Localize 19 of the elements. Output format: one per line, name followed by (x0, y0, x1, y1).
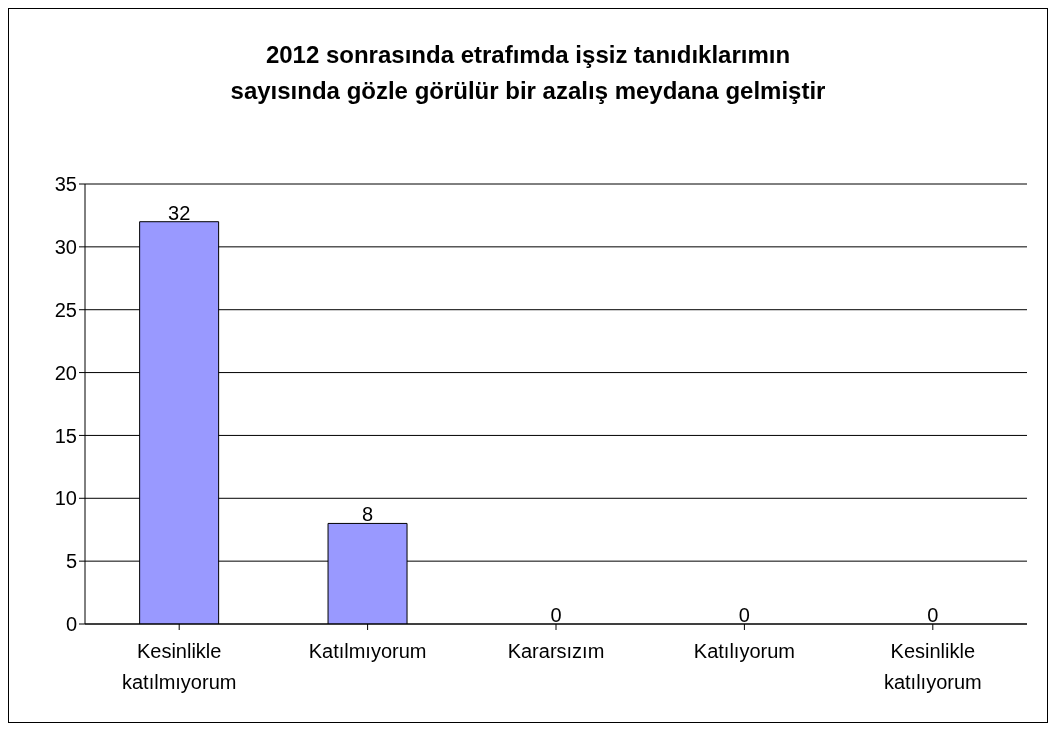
data-label: 0 (550, 604, 562, 626)
x-tick-label: Kesinlikle katılıyorum (883, 640, 982, 693)
data-label: 0 (927, 604, 939, 626)
x-tick-label: Katılıyorum (693, 640, 795, 662)
chart-title: 2012 sonrasında etrafımda işsiz tanıdıklarımın sayısında gözle görülür bir azalış meydana gelmiştir (229, 40, 827, 106)
y-tick-label: 15 (54, 424, 77, 447)
x-tick-label: Kararsızım (507, 640, 605, 662)
y-tick-label: 5 (65, 550, 77, 573)
data-label: 32 (168, 201, 191, 224)
data-label: 0 (738, 604, 750, 626)
data-label: 8 (362, 503, 374, 526)
y-tick-label: 35 (54, 173, 77, 196)
y-tick-label: 0 (65, 613, 77, 636)
y-tick-label: 20 (54, 361, 77, 384)
y-tick-label: 25 (54, 298, 77, 321)
x-tick-label: Katılmıyorum (308, 640, 427, 662)
y-tick-label: 30 (54, 235, 77, 258)
x-tick-label: Kesinlikle katılmıyorum (121, 640, 237, 693)
y-tick-label: 10 (54, 487, 77, 510)
